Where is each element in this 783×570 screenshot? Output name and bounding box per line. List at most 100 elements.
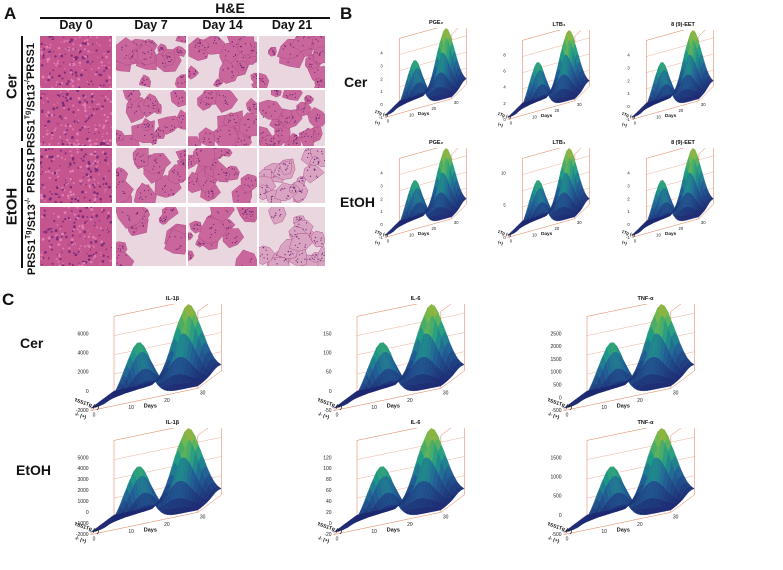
z-tick-label: 100: [323, 350, 332, 356]
x-tick-label: 10: [532, 114, 537, 119]
surface-svg: 25002000150010005000-5000102030DaysPRSS1…: [548, 304, 695, 421]
panel-b-group-cer: Cer: [344, 74, 368, 90]
group-label-cer: Cer: [3, 74, 21, 100]
z-tick-label: -1: [626, 235, 630, 240]
z-tick-label: 1500: [550, 455, 561, 461]
surface-mesh: [631, 30, 714, 118]
plot-title: LTB₄: [552, 22, 566, 28]
z-tick-label: 2000: [77, 370, 88, 376]
z-tick-label: 0: [627, 222, 630, 227]
x-tick-label: 20: [554, 108, 559, 113]
z-tick-label: 4: [503, 85, 506, 90]
surface-mesh: [507, 148, 590, 236]
z-tick-label: 4: [627, 52, 630, 57]
z-tick-label: 0: [503, 235, 506, 240]
surface-mesh: [384, 148, 467, 236]
surface-mesh: [631, 148, 714, 236]
surface-plot: IL-1β 6000 4000 2000 0 -2000 0 10 20 30 Days PRSS1T…: [75, 296, 270, 428]
he-tissue-image: [40, 148, 112, 203]
x-tick-label: 20: [407, 522, 413, 528]
he-title: H&E: [215, 0, 245, 16]
he-title-line: [40, 17, 330, 19]
he-tissue-image: [40, 207, 112, 266]
x-tick-label: 0: [634, 121, 637, 126]
x-tick-label: 20: [164, 522, 170, 528]
z-tick-label: 2000: [77, 488, 88, 494]
x-tick-label: 20: [554, 226, 559, 231]
z-tick-label: 6: [503, 69, 506, 74]
panel-b-letter: B: [340, 4, 353, 23]
x-tick-label: 20: [678, 226, 683, 231]
x-axis-label: Days: [541, 113, 553, 118]
plot-title: TNF-α: [637, 420, 654, 426]
z-tick-label: 0: [86, 510, 89, 516]
x-axis-label: Days: [617, 528, 630, 534]
surface-mesh: [384, 28, 467, 116]
surface-mesh: [333, 304, 465, 409]
z-tick-label: 150: [323, 331, 332, 337]
z-tick-label: 3: [380, 63, 383, 68]
z-tick-label: 20: [326, 510, 332, 516]
y-tick-label: PRSS1Tg (+): [375, 225, 389, 238]
x-tick-label: 30: [443, 390, 449, 396]
x-tick-label: 20: [431, 226, 436, 231]
day-label: Day 14: [202, 18, 243, 32]
x-axis-label: Days: [541, 231, 553, 236]
z-tick-label: 0: [559, 395, 562, 401]
z-tick-label: 2: [503, 101, 506, 106]
y-tick-label: PRSS1Tg (+): [375, 105, 389, 118]
day-label: Day 0: [59, 18, 93, 32]
z-tick-label: 1000: [77, 499, 88, 505]
surface-mesh: [333, 428, 465, 533]
he-tissue-image: [259, 90, 325, 146]
surface-plot: IL-6 150 100 50 0 -50 0 10 20 30 Days PRSS1Tg (+) PR…: [318, 296, 513, 428]
plot-title: 8 (9)-EET: [671, 140, 695, 146]
x-tick-label: 10: [371, 405, 377, 411]
surface-plot: IL-6 120 100 80 60 40 20 0 -20 0 10 20 30 Days PRSS1Tg…: [318, 420, 513, 552]
x-tick-label: 30: [701, 220, 706, 225]
plot-title: 8 (9)-EET: [671, 22, 695, 28]
y-tick-label: PRSS1Tg (+): [622, 225, 636, 238]
he-tissue-image: [188, 207, 257, 266]
z-tick-label: 8: [503, 52, 506, 57]
plot-title: PGE₂: [428, 20, 444, 26]
surface-plot: TNF-α 1500 1000 500 0 -500 0 10 20 30 Days PRSS1Tg …: [548, 420, 743, 552]
x-axis-label: Days: [665, 113, 677, 118]
x-axis-label: Days: [617, 404, 630, 410]
z-tick-label: -1: [379, 115, 383, 120]
x-tick-label: 10: [371, 529, 377, 535]
etoh-bracket-line: [21, 148, 23, 268]
panel-c-group-cer: Cer: [20, 335, 44, 351]
z-tick-label: 1500: [550, 357, 561, 363]
he-tissue-image: [259, 148, 325, 203]
z-tick-label: 500: [553, 383, 562, 389]
z-tick-label: 6000: [77, 331, 88, 337]
he-tissue-image: [116, 90, 186, 146]
x-tick-label: 0: [387, 119, 390, 124]
z-tick-label: 100: [323, 466, 332, 472]
he-tissue-image: [188, 148, 257, 203]
panel-c-letter: C: [2, 290, 15, 309]
x-axis-label: Days: [144, 404, 157, 410]
x-tick-label: 10: [601, 529, 607, 535]
x-tick-label: 10: [532, 232, 537, 237]
day-label: Day 7: [134, 18, 168, 32]
x-tick-label: 30: [701, 102, 706, 107]
surface-mesh: [507, 30, 590, 118]
z-tick-label: 2: [627, 196, 630, 201]
surface-mesh: [563, 428, 695, 533]
z-tick-label: 3000: [77, 477, 88, 483]
plot-title: IL-1β: [165, 420, 180, 426]
z-tick-label: 0: [380, 102, 383, 107]
he-tissue-image: [116, 148, 186, 203]
x-axis-label: Days: [665, 231, 677, 236]
z-tick-label: -500: [552, 408, 562, 414]
x-tick-label: 10: [656, 114, 661, 119]
